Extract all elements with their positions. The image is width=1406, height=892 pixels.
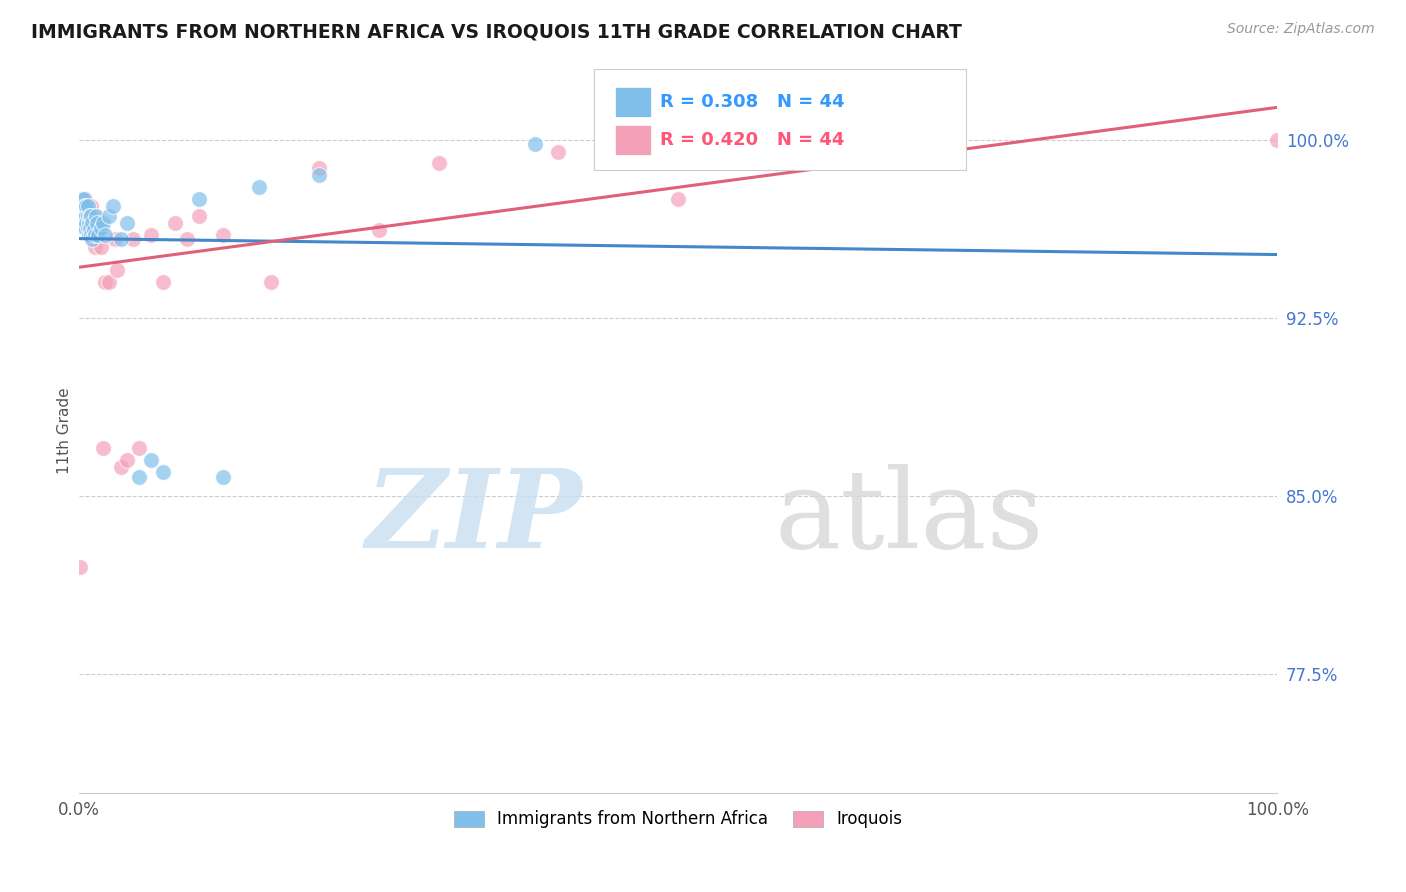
Point: [84, 209, 107, 223]
Point: [83, 227, 105, 242]
Point: [77, 209, 100, 223]
Point: [75, 209, 97, 223]
Point: [163, 216, 186, 230]
Point: [104, 232, 127, 246]
Point: [75, 220, 97, 235]
Point: [75, 209, 97, 223]
Point: [70, 209, 93, 223]
Point: [72, 199, 94, 213]
Point: [101, 199, 124, 213]
Point: [73, 204, 96, 219]
Point: [152, 465, 174, 479]
Point: [90, 220, 112, 235]
Point: [82, 227, 104, 242]
Point: [69, 204, 91, 219]
Point: [139, 453, 162, 467]
Point: [80, 220, 103, 235]
Legend: Immigrants from Northern Africa, Iroquois: Immigrants from Northern Africa, Iroquoi…: [447, 804, 910, 835]
Point: [75, 216, 97, 230]
Point: [79, 209, 101, 223]
Point: [188, 192, 211, 206]
FancyBboxPatch shape: [614, 87, 651, 117]
Text: ZIP: ZIP: [366, 464, 582, 571]
Point: [75, 199, 97, 213]
Point: [128, 470, 150, 484]
Point: [107, 263, 129, 277]
Point: [87, 216, 110, 230]
Point: [76, 220, 98, 235]
Text: R = 0.420   N = 44: R = 0.420 N = 44: [661, 131, 845, 149]
Point: [427, 156, 450, 170]
Point: [82, 232, 104, 246]
Point: [73, 192, 96, 206]
Point: [83, 239, 105, 253]
Point: [77, 227, 100, 242]
Point: [94, 275, 117, 289]
Point: [91, 216, 114, 230]
Point: [76, 216, 98, 230]
Point: [75, 199, 97, 213]
Point: [79, 220, 101, 235]
Point: [110, 460, 132, 475]
Point: [523, 137, 546, 152]
Point: [188, 209, 211, 223]
Point: [90, 239, 112, 253]
Point: [83, 209, 105, 223]
FancyBboxPatch shape: [614, 125, 651, 155]
Point: [666, 192, 689, 206]
Point: [115, 453, 138, 467]
Point: [128, 442, 150, 456]
Point: [110, 232, 132, 246]
Point: [80, 227, 103, 242]
Point: [86, 223, 108, 237]
Point: [86, 216, 108, 230]
Point: [83, 223, 105, 237]
Point: [69, 560, 91, 574]
Point: [139, 227, 162, 242]
Point: [260, 275, 283, 289]
Point: [91, 442, 114, 456]
Point: [176, 232, 198, 246]
Point: [212, 470, 235, 484]
FancyBboxPatch shape: [595, 69, 966, 169]
Point: [212, 227, 235, 242]
Point: [75, 199, 97, 213]
Text: IMMIGRANTS FROM NORTHERN AFRICA VS IROQUOIS 11TH GRADE CORRELATION CHART: IMMIGRANTS FROM NORTHERN AFRICA VS IROQU…: [31, 22, 962, 41]
Point: [152, 275, 174, 289]
Point: [70, 192, 93, 206]
Point: [75, 209, 97, 223]
Point: [72, 199, 94, 213]
Point: [72, 216, 94, 230]
Text: R = 0.308   N = 44: R = 0.308 N = 44: [661, 93, 845, 111]
Point: [80, 199, 103, 213]
Point: [846, 145, 869, 159]
Point: [76, 199, 98, 213]
Point: [82, 216, 104, 230]
Point: [77, 216, 100, 230]
Point: [115, 216, 138, 230]
Point: [247, 180, 270, 194]
Point: [80, 209, 103, 223]
Point: [75, 220, 97, 235]
Text: atlas: atlas: [775, 464, 1043, 571]
Point: [79, 227, 101, 242]
Point: [72, 216, 94, 230]
Point: [98, 275, 121, 289]
Point: [308, 169, 330, 183]
Point: [73, 216, 96, 230]
Point: [70, 209, 93, 223]
Point: [308, 161, 330, 176]
Point: [367, 223, 389, 237]
Point: [98, 209, 121, 223]
Text: Source: ZipAtlas.com: Source: ZipAtlas.com: [1227, 22, 1375, 37]
Point: [76, 199, 98, 213]
Point: [1267, 133, 1289, 147]
Y-axis label: 11th Grade: 11th Grade: [58, 387, 72, 474]
Point: [75, 192, 97, 206]
Point: [76, 209, 98, 223]
Point: [87, 227, 110, 242]
Point: [122, 232, 145, 246]
Point: [94, 227, 117, 242]
Point: [547, 145, 569, 159]
